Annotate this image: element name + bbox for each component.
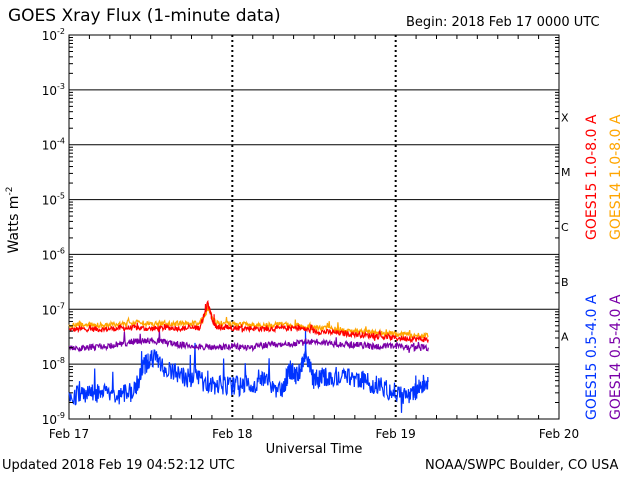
y-tick-exponent: -4	[57, 137, 65, 146]
y-tick-exponent: -9	[57, 411, 65, 420]
flare-class-label: B	[561, 276, 569, 289]
y-tick-exponent: -3	[57, 82, 65, 91]
series-line	[68, 304, 429, 341]
y-tick-label: 10-5	[42, 192, 65, 208]
y-axis-label-text: Watts m	[6, 196, 22, 254]
y-tick-base: 10	[42, 194, 57, 208]
x-tick-label: Feb 18	[212, 427, 252, 441]
y-tick-label: 10-6	[42, 246, 65, 262]
y-tick-exponent: -5	[57, 192, 65, 201]
y-tick-base: 10	[42, 413, 57, 427]
y-axis-label: Watts m-2	[5, 187, 22, 254]
y-tick-base: 10	[42, 358, 57, 372]
y-tick-base: 10	[42, 248, 57, 262]
x-tick-label: Feb 20	[539, 427, 579, 441]
y-tick-exponent: -7	[57, 301, 65, 310]
y-tick-label: 10-8	[42, 356, 65, 372]
legend-entry: GOES15 0.5-4.0 A	[584, 294, 600, 420]
y-tick-base: 10	[42, 303, 57, 317]
y-tick-exponent: -6	[57, 246, 65, 255]
y-tick-exponent: -2	[57, 27, 65, 36]
series-layer	[68, 299, 429, 413]
begin-time-label: Begin: 2018 Feb 17 0000 UTC	[406, 15, 600, 30]
y-tick-exponent: -8	[57, 356, 65, 365]
chart-title: GOES Xray Flux (1-minute data)	[8, 6, 281, 26]
y-tick-base: 10	[42, 29, 57, 43]
flare-class-label: X	[561, 111, 569, 124]
flare-class-label: C	[561, 221, 569, 234]
y-tick-label: 10-3	[42, 82, 65, 98]
x-axis-label: Universal Time	[266, 442, 363, 457]
legend-entry: GOES14 0.5-4.0 A	[608, 294, 624, 420]
x-tick-label: Feb 17	[49, 427, 89, 441]
legend-entry: GOES15 1.0-8.0 A	[584, 114, 600, 240]
series-line	[68, 329, 429, 413]
grid-layer	[69, 35, 559, 419]
flare-class-label: M	[561, 166, 571, 179]
x-tick-label: Feb 19	[375, 427, 415, 441]
series-line	[69, 330, 429, 353]
updated-time-label: Updated 2018 Feb 19 04:52:12 UTC	[2, 458, 235, 473]
series-line	[68, 299, 429, 344]
y-tick-base: 10	[42, 139, 57, 153]
legend-entry: GOES14 1.0-8.0 A	[608, 114, 624, 240]
credit-label: NOAA/SWPC Boulder, CO USA	[425, 458, 619, 473]
y-tick-label: 10-9	[42, 411, 65, 427]
y-tick-label: 10-4	[42, 137, 65, 153]
y-axis-label-exponent: -2	[5, 187, 15, 196]
y-tick-base: 10	[42, 84, 57, 98]
flare-class-label: A	[561, 331, 569, 344]
y-tick-label: 10-7	[42, 301, 65, 317]
legend-layer: GOES15 1.0-8.0 A GOES14 1.0-8.0 A GOES15 0…	[584, 114, 624, 420]
y-tick-label: 10-2	[42, 27, 65, 43]
